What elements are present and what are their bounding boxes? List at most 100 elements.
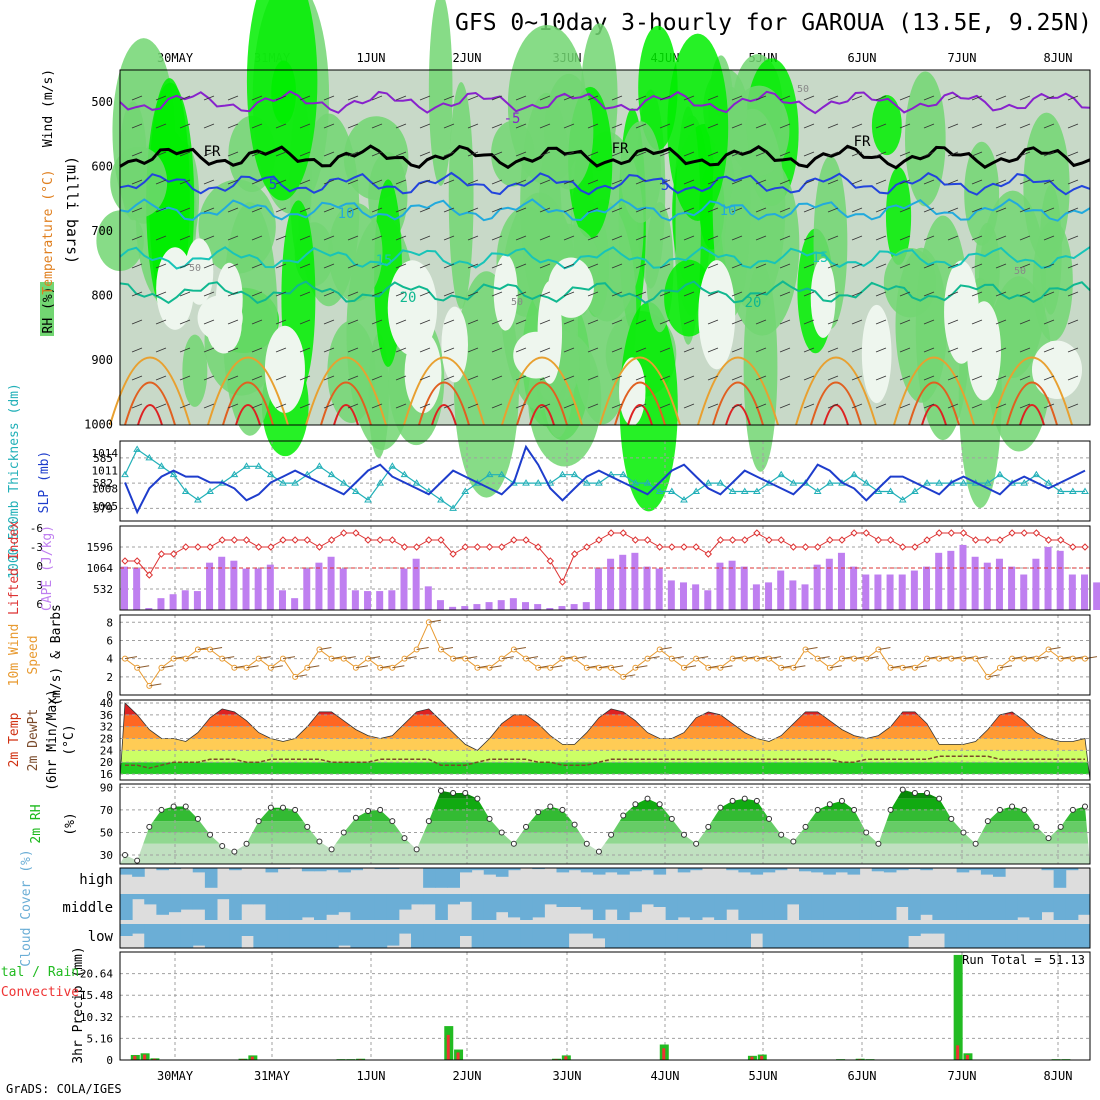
cloud-low-cell [871, 924, 885, 948]
cloud-high-cell [653, 868, 667, 875]
wind-barb [971, 235, 983, 241]
cape-bar [570, 604, 578, 610]
cloud-low-cell [641, 924, 654, 948]
top-date-label: 30MAY [157, 51, 194, 65]
precip-tick: 0 [106, 1054, 113, 1067]
wind-barb [491, 151, 503, 157]
cloud-middle-cell [920, 894, 933, 915]
wind-barb [371, 291, 383, 297]
isotherm-hump [725, 404, 751, 426]
temp-tick: 24 [100, 744, 114, 757]
contour-label: FR [854, 134, 871, 150]
wind-barb [851, 207, 863, 213]
cloud-high-cell [823, 868, 836, 875]
wind-barb [355, 665, 368, 669]
rh-dry-blob [156, 247, 195, 330]
pressure-tick: 700 [91, 224, 113, 238]
wind-barb [875, 375, 887, 381]
wind-barb [851, 123, 863, 129]
cloud-middle-cell [677, 894, 691, 918]
cloud-middle-cell [1029, 894, 1042, 920]
wind-barb [587, 403, 599, 409]
bottom-date-label: 3JUN [553, 1069, 582, 1083]
wind-barb [323, 207, 335, 213]
cloud-low-cell [253, 924, 266, 948]
wind-barb [1043, 403, 1055, 409]
thickness-point [740, 487, 749, 495]
wind-barb [323, 263, 335, 269]
wind-barb [299, 207, 311, 213]
wind-barb [203, 291, 215, 297]
cape-bar [388, 590, 396, 610]
wind-barb [131, 151, 143, 157]
isotherm-hump [893, 356, 975, 426]
wind-barb [587, 319, 599, 325]
li-point [364, 536, 372, 544]
wind-tick: 6 [106, 634, 113, 647]
wind-barb [371, 263, 383, 269]
wind-barb [443, 151, 455, 157]
rh-dry-blob [513, 331, 559, 379]
isotherm-hump [795, 356, 877, 426]
rh-point [535, 809, 542, 816]
wind-barb [539, 151, 551, 157]
rh-blob [1032, 220, 1073, 342]
cloud-low-cell [289, 924, 303, 948]
top-date-label: 8JUN [1044, 51, 1073, 65]
cloud-high-cell [229, 868, 242, 871]
cape-bar [1044, 546, 1052, 610]
cloud-low-cell [932, 924, 945, 934]
rh-dry-blob [387, 260, 438, 356]
contour-label: FR [612, 141, 629, 157]
wind-barb [899, 347, 911, 353]
wind-barb [347, 179, 359, 185]
wind-barb [251, 263, 263, 269]
li-point [899, 543, 907, 551]
wind-barb [131, 179, 143, 185]
wind-barb [491, 347, 503, 353]
isotherm-hump [124, 381, 176, 426]
wind-barb [203, 207, 215, 213]
wind-barb [923, 179, 935, 185]
cloud-high-cell [799, 868, 812, 872]
wind-barb [251, 403, 263, 409]
cloud-low-cell [423, 924, 436, 948]
wind-barb [443, 291, 455, 297]
thickness-point [692, 487, 701, 495]
li-point [631, 536, 640, 544]
wind-barb [995, 151, 1007, 157]
wind-barb [779, 347, 791, 353]
rh-point [960, 829, 967, 836]
wind-barb [827, 95, 839, 101]
contour-label: 20 [400, 290, 417, 306]
cloud-low-cell [702, 924, 715, 948]
thickness-point [1081, 487, 1089, 495]
wind-barb [323, 95, 335, 101]
cloud-low-cell [835, 924, 848, 948]
rh-legend-swatch [40, 282, 54, 336]
rh-point [1082, 803, 1088, 810]
thickness-point [194, 495, 202, 503]
cloud-low-cell [1077, 924, 1091, 948]
wind-barb [659, 291, 671, 297]
cape-bar [825, 558, 833, 610]
wind-barb [827, 375, 839, 381]
wind-barb [707, 151, 719, 157]
li-point [169, 550, 178, 558]
wind-barb [203, 123, 215, 129]
rh-point [875, 840, 882, 847]
li-point [813, 543, 822, 551]
cape-tick: 532 [93, 583, 113, 596]
wind-barb [491, 95, 503, 101]
wind-barb [1043, 347, 1055, 353]
cloud-middle-cell [398, 894, 412, 910]
li-point [182, 543, 190, 551]
cloud-middle-cell [883, 894, 897, 920]
wind-barb [203, 347, 215, 353]
wind-barb [155, 263, 167, 269]
cloud-low-cell [326, 924, 339, 948]
cloud-middle-cell [750, 894, 764, 920]
wind-barb [707, 207, 719, 213]
wind-barb [227, 403, 239, 409]
wind-barb [299, 263, 311, 269]
